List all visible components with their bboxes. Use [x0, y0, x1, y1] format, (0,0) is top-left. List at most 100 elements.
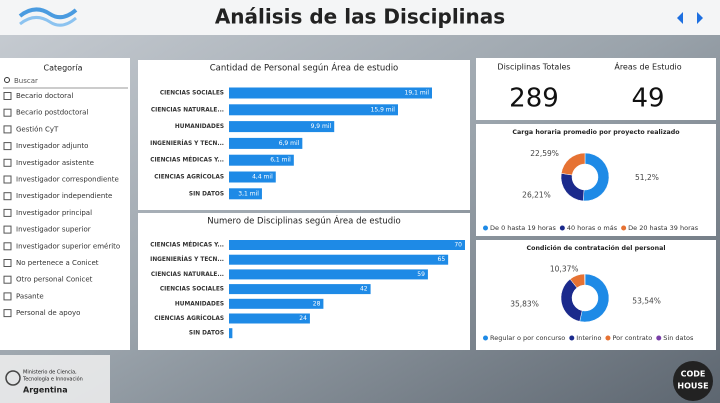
nav-forward[interactable] [697, 12, 703, 24]
category-label: CIENCIAS SOCIALES [160, 91, 224, 97]
page-title: Análisis de las Disciplinas [215, 5, 505, 29]
header-bar [0, 0, 720, 35]
bar [229, 298, 324, 309]
category-label: SIN DATOS [189, 331, 224, 337]
logo [18, 7, 78, 20]
category-label: CIENCIAS AGRÍCOLAS [154, 173, 224, 181]
bar [229, 137, 303, 149]
checkbox[interactable] [3, 158, 12, 167]
bar [229, 313, 310, 324]
bar [229, 171, 276, 183]
category-label: CIENCIAS NATURALE... [151, 107, 224, 113]
filter-option[interactable]: Gestión CyT [16, 125, 59, 133]
bar [229, 87, 432, 99]
checkbox[interactable] [3, 108, 12, 117]
checkbox[interactable] [3, 208, 12, 217]
bar [229, 154, 294, 166]
legend-label: Sin datos [663, 334, 694, 342]
checkbox[interactable] [3, 259, 12, 267]
category-label: CIENCIAS MÉDICAS Y... [150, 241, 224, 249]
category-label: SIN DATOS [189, 191, 224, 197]
checkbox[interactable] [3, 242, 12, 251]
data-label: 4,4 mil [252, 174, 273, 181]
filter-option[interactable]: Becario doctoral [16, 92, 73, 100]
data-label: 35,83% [510, 300, 539, 309]
legend-marker [656, 335, 662, 341]
footer-logo-bg [0, 355, 110, 403]
checkbox[interactable] [3, 92, 12, 100]
search-box[interactable]: Buscar [14, 77, 38, 85]
legend-label: Por contrato [612, 334, 652, 342]
chart-panel [476, 240, 716, 350]
filter-option[interactable]: Investigador principal [16, 209, 92, 217]
data-label: 6,1 mil [270, 157, 291, 164]
donut-slice [560, 152, 586, 176]
legend-label: Interino [576, 334, 601, 342]
checkbox[interactable] [3, 275, 12, 284]
data-label: 22,59% [530, 149, 559, 158]
filter-title: Categoría [44, 64, 83, 73]
nav-back[interactable] [677, 12, 683, 24]
category-label: INGENIERÍAS Y TECN... [150, 255, 224, 263]
chart-title: Condición de contratación del personal [527, 244, 666, 252]
filter-option[interactable]: Investigador superior [16, 226, 91, 234]
donut-slice [579, 273, 610, 323]
bar [229, 104, 398, 116]
bar [229, 254, 449, 265]
filter-option[interactable]: Becario postdoctoral [16, 109, 88, 117]
category-label: CIENCIAS SOCIALES [160, 287, 224, 293]
data-label: 9,9 mil [311, 123, 332, 130]
category-label: HUMANIDADES [175, 124, 224, 130]
data-label: 24 [299, 315, 307, 322]
badge-text: HOUSE [677, 382, 708, 391]
data-label: 3,1 mil [238, 190, 259, 197]
legend-marker [569, 335, 575, 341]
checkbox[interactable] [3, 192, 12, 201]
bar [229, 284, 371, 295]
data-label: 6,9 mil [279, 140, 300, 147]
data-label: 42 [360, 286, 368, 293]
kpi-panel [476, 58, 716, 120]
chart-title: Numero de Disciplinas según Área de estu… [207, 215, 400, 227]
chart-panel [138, 213, 470, 350]
legend-marker [605, 335, 611, 341]
legend-label: 40 horas o más [567, 224, 618, 232]
category-label: CIENCIAS NATURALE... [151, 272, 224, 278]
data-label: 19,1 mil [405, 90, 430, 97]
badge-text: CODE [681, 370, 706, 379]
filter-option[interactable]: Personal de apoyo [16, 309, 80, 317]
checkbox[interactable] [3, 175, 12, 184]
bar [229, 188, 262, 200]
data-label: 26,21% [522, 191, 551, 200]
legend-marker [483, 335, 488, 341]
checkbox[interactable] [3, 125, 12, 134]
filter-option[interactable]: Investigador adjunto [16, 142, 88, 150]
kpi-value: 49 [631, 84, 664, 114]
filter-option[interactable]: Investigador independiente [16, 192, 112, 200]
legend-marker [559, 225, 565, 231]
ministry-text: Tecnología e Innovación [22, 376, 83, 383]
filter-option[interactable]: Investigador superior emérito [16, 242, 120, 250]
bar [229, 121, 335, 133]
filter-option[interactable]: Investigador asistente [16, 159, 94, 167]
kpi-label: Disciplinas Totales [497, 63, 570, 72]
checkbox[interactable] [3, 142, 12, 151]
legend-marker [621, 225, 627, 231]
filter-option[interactable]: Otro personal Conicet [16, 276, 93, 284]
filter-option[interactable]: Investigador correspondiente [16, 176, 119, 184]
filter-panel [0, 58, 130, 350]
data-label: 65 [438, 256, 446, 263]
checkbox[interactable] [3, 225, 12, 234]
filter-option[interactable]: No pertenece a Conicet [16, 259, 99, 267]
donut-slice [582, 152, 610, 202]
emblem [5, 370, 21, 386]
checkbox[interactable] [3, 292, 12, 301]
filter-option[interactable]: Pasante [16, 292, 44, 300]
kpi-value: 289 [509, 84, 559, 114]
chart-panel [138, 60, 470, 210]
checkbox[interactable] [3, 309, 12, 318]
data-label: 70 [454, 242, 462, 249]
logo [19, 16, 77, 27]
bar [229, 328, 233, 339]
